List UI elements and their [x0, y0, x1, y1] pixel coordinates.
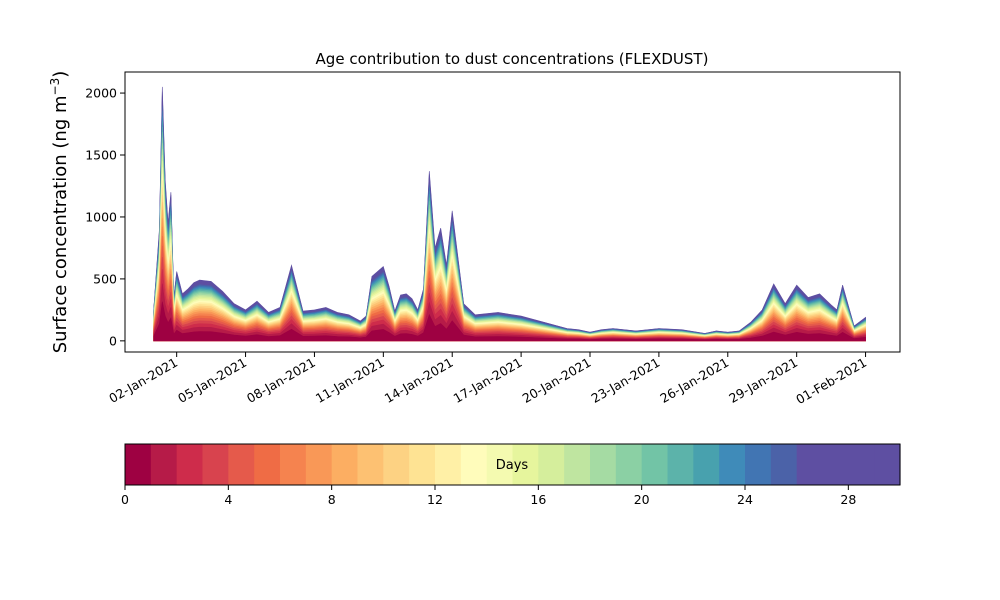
- y-tick-label: 0: [109, 333, 117, 348]
- colorbar-tick-label: 0: [121, 492, 129, 507]
- colorbar-bin: [615, 444, 643, 485]
- colorbar-bin: [848, 444, 875, 485]
- colorbar-frame: [124, 443, 901, 486]
- colorbar-tick-label: 20: [634, 492, 650, 507]
- colorbar-bin: [331, 444, 359, 485]
- colorbar-bin: [719, 444, 746, 485]
- colorbar-tick-label: 4: [224, 492, 232, 507]
- colorbar-tick-label: 24: [737, 492, 753, 507]
- colorbar-bin: [770, 444, 798, 485]
- age-layer-day-0: [153, 301, 866, 342]
- y-axis-label: Surface concentration (ng m−3): [48, 71, 71, 354]
- colorbar-tick-label: 28: [840, 492, 856, 507]
- colorbar-tick-label: 16: [530, 492, 546, 507]
- colorbar-bin: [745, 444, 772, 485]
- colorbar-bin: [409, 444, 436, 485]
- y-tick-label: 2000: [85, 86, 117, 101]
- colorbar-bin: [228, 444, 255, 485]
- colorbar-bin: [486, 444, 514, 485]
- colorbar-bin: [176, 444, 204, 485]
- y-tick-label: 1500: [85, 148, 117, 163]
- y-tick-label: 500: [93, 271, 117, 286]
- colorbar-bin: [357, 444, 384, 485]
- colorbar-bin: [564, 444, 591, 485]
- stacked-area-layers: [153, 86, 866, 342]
- colorbar-bin: [460, 444, 488, 485]
- colorbar-tick-label: 8: [328, 492, 336, 507]
- colorbar-bin: [125, 444, 152, 485]
- colorbar-bin: [693, 444, 720, 485]
- colorbar-bin: [538, 444, 565, 485]
- colorbar-bin: [822, 444, 849, 485]
- colorbar-label: Days: [496, 458, 529, 473]
- colorbar-bin: [874, 444, 901, 485]
- chart-title: Age contribution to dust concentrations …: [316, 50, 709, 68]
- plot-frame: [124, 71, 901, 353]
- y-tick-label: 1000: [85, 209, 117, 224]
- colorbar-bin: [667, 444, 694, 485]
- colorbar-bin: [796, 444, 824, 485]
- colorbar-bin: [150, 444, 178, 485]
- colorbar: [125, 444, 901, 485]
- colorbar-bin: [383, 444, 410, 485]
- y-axis-label-exponent: −3: [48, 78, 62, 96]
- colorbar-bin: [641, 444, 669, 485]
- colorbar-bin: [512, 444, 539, 485]
- colorbar-bin: [305, 444, 333, 485]
- colorbar-bin: [590, 444, 617, 485]
- colorbar-bin: [280, 444, 307, 485]
- colorbar-ticks: 0 4 8 12 16 20 24 28: [121, 485, 856, 507]
- y-axis: 0 500 1000 1500 2000: [85, 86, 125, 348]
- colorbar-bin: [202, 444, 229, 485]
- colorbar-bin: [435, 444, 462, 485]
- colorbar-tick-label: 12: [427, 492, 443, 507]
- colorbar-bin: [254, 444, 281, 485]
